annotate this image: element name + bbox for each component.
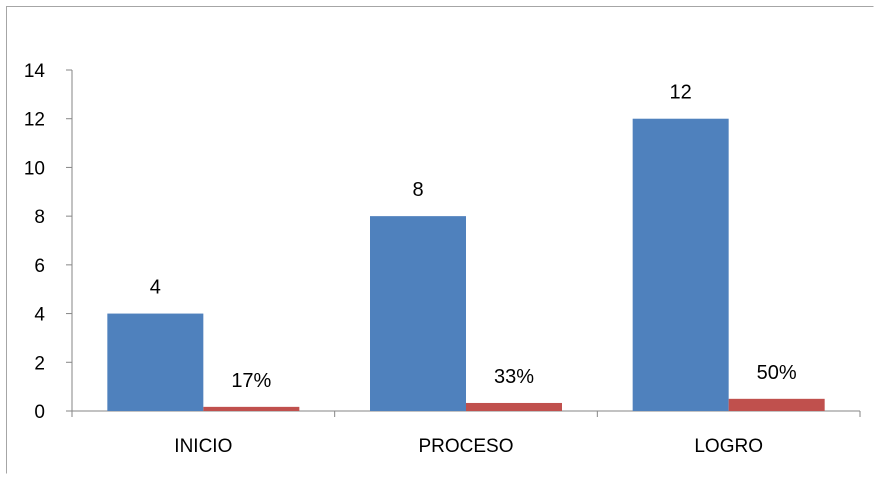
- x-category-label: LOGRO: [694, 436, 763, 457]
- bar-series2-inicio: [203, 406, 300, 411]
- data-label-series1-logro: 12: [670, 82, 692, 104]
- y-tick-label: 6: [34, 256, 45, 277]
- data-label-series2-logro: 50%: [757, 362, 797, 384]
- bar-series1-inicio: [107, 313, 204, 411]
- data-label-series1-inicio: 4: [150, 277, 161, 299]
- data-label-series2-inicio: 17%: [231, 370, 271, 392]
- y-tick-label: 12: [24, 110, 45, 131]
- data-label-series1-proceso: 8: [412, 179, 423, 201]
- y-tick-label: 4: [34, 305, 45, 326]
- y-tick-label: 10: [24, 158, 45, 179]
- bar-series1-proceso: [370, 216, 466, 411]
- y-tick-label: 2: [34, 353, 45, 374]
- y-tick-label: 14: [24, 61, 46, 82]
- bar-series1-logro: [632, 118, 729, 411]
- data-label-series2-proceso: 33%: [494, 366, 534, 388]
- x-category-label: INICIO: [174, 436, 232, 457]
- bar-series2-proceso: [466, 402, 562, 411]
- x-category-label: PROCESO: [418, 436, 513, 457]
- y-tick-label: 8: [34, 207, 45, 228]
- bar-series2-logro: [728, 398, 825, 411]
- y-tick-label: 0: [34, 402, 45, 423]
